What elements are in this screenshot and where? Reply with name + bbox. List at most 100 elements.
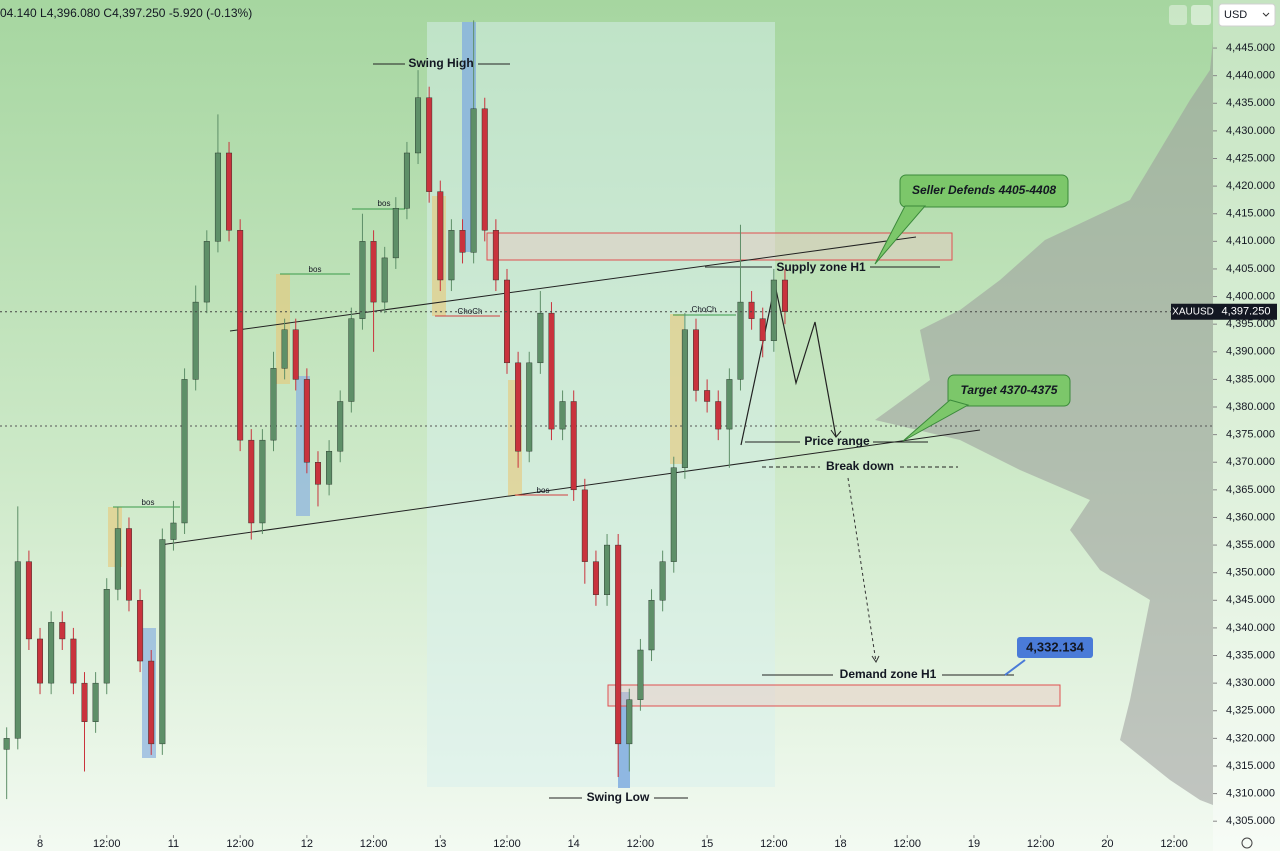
last-price-tag [1215,303,1277,320]
y-tick-label: 4,325.000 [1226,705,1275,717]
candle-body [348,318,355,402]
settings-icon[interactable] [1241,837,1253,849]
candle-body [448,230,455,281]
y-tick-label: 4,415.000 [1226,208,1275,220]
y-tick-label: 4,430.000 [1226,125,1275,137]
arrow-head [830,429,842,438]
y-tick-label: 4,305.000 [1226,815,1275,827]
ohlc-header: 04.140 L4,396.080 C4,397.250 -5.920 (-0.… [0,6,252,20]
candle-body [81,682,88,722]
candle-body [648,600,655,651]
callout-tail [902,399,970,442]
y-tick-label: 4,320.000 [1226,732,1275,744]
y-tick-label: 4,345.000 [1226,594,1275,606]
candle-body [92,682,99,722]
candle-body [570,401,577,491]
y-tick-label: 4,400.000 [1226,290,1275,302]
trendline [229,236,917,332]
x-tick-label: 12:00 [493,838,521,850]
y-tick-label: 4,435.000 [1226,97,1275,109]
candle-body [326,450,333,485]
candle-body [481,108,488,231]
candle-body [459,230,466,253]
y-tick-label: 4,425.000 [1226,152,1275,164]
y-tick-label: 4,405.000 [1226,263,1275,275]
x-tick-label: 12:00 [226,838,254,850]
candle-body [181,379,188,524]
last-price-label: 4,397.250 [1222,306,1271,318]
candle-body [125,528,132,601]
target-label: Target 4370-4375 [961,383,1058,397]
y-tick-label: 4,365.000 [1226,484,1275,496]
candle-body [259,439,266,524]
candle-body [670,467,677,562]
candles [3,20,788,800]
y-tick-label: 4,310.000 [1226,787,1275,799]
candle-body [559,401,566,430]
candle-body [337,401,344,452]
candle-body [715,401,722,430]
bos-label: bos [378,199,391,208]
demand-price-label: 4,332.134 [1026,639,1085,654]
candle-body [681,329,688,468]
candle-body [59,622,66,640]
candle-body [381,257,388,303]
supply-zone [486,232,953,261]
candle-body [492,230,499,281]
x-tick-label: 12:00 [627,838,655,850]
y-tick-label: 4,375.000 [1226,429,1275,441]
y-tick-label: 4,315.000 [1226,760,1275,772]
bos-label: bos [309,265,322,274]
candle-body [737,301,744,380]
toolbar-button[interactable] [1191,5,1211,25]
candle-body [281,329,288,369]
candle-body [426,97,433,192]
candle-body [637,649,644,700]
candle-body [403,152,410,209]
y-tick-label: 4,445.000 [1226,42,1275,54]
swing-low-label: Swing Low [587,790,650,804]
y-tick-label: 4,390.000 [1226,346,1275,358]
candle-body [315,462,321,485]
x-tick-label: 8 [37,838,43,850]
y-tick-label: 4,330.000 [1226,677,1275,689]
candle-body [192,301,199,380]
candle-body [659,561,666,601]
y-tick-label: 4,410.000 [1226,235,1275,247]
candle-body [137,600,144,662]
x-tick-label: 12:00 [1160,838,1188,850]
highlight [670,314,684,464]
y-tick-label: 4,350.000 [1226,567,1275,579]
callout-tail [874,205,927,265]
x-tick-label: 11 [168,838,179,850]
x-tick-label: 12:00 [93,838,121,850]
candle-body [248,439,255,524]
candle-body [25,561,32,640]
candle-body [548,312,555,430]
swing-high-label: Swing High [408,56,473,70]
currency-select[interactable] [1218,3,1276,27]
candle-body [214,152,221,242]
candle-body [3,738,10,750]
demand-zone [607,684,1061,707]
candle-body [203,241,210,303]
candle-body [704,390,711,402]
candle-body [103,589,110,684]
y-tick-label: 4,440.000 [1226,70,1275,82]
candle-body [615,544,622,745]
candle-body [626,699,633,745]
candle-body [392,207,399,259]
symbol-label: XAUUSD [1172,306,1214,317]
candle-body [470,108,477,253]
dropdown-caret [1262,12,1270,17]
candle-body [148,660,155,745]
callout-box [947,374,1071,407]
x-tick-label: 20 [1101,838,1113,850]
toolbar-button[interactable] [1169,5,1187,25]
y-tick-label: 4,355.000 [1226,539,1275,551]
candle-body [748,301,755,319]
candle-body [370,241,377,303]
pointer [1004,659,1026,676]
candle-body [170,522,177,540]
